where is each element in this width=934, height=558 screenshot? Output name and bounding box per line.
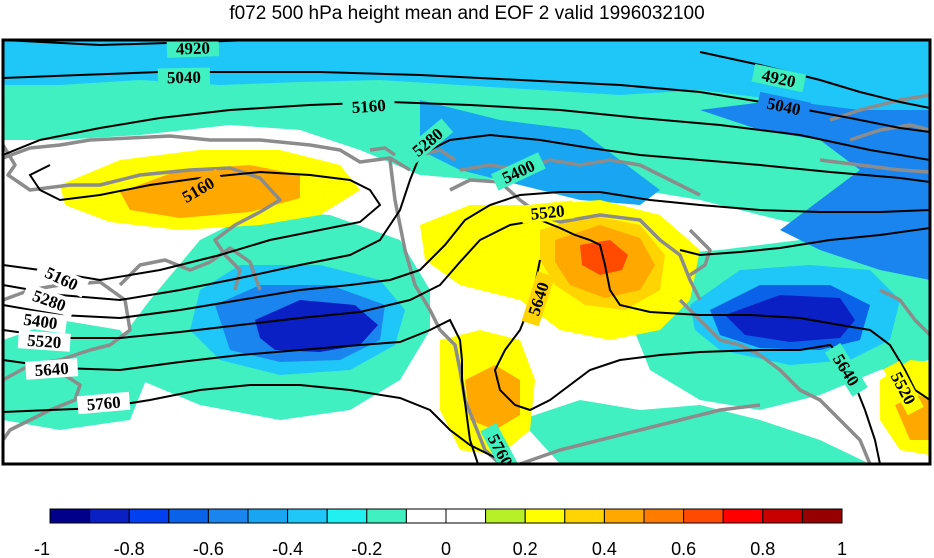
colorbar-swatch xyxy=(366,508,407,524)
colorbar-swatch xyxy=(247,508,289,524)
colorbar-swatch xyxy=(801,508,843,524)
colorbar-tick-label: -0.8 xyxy=(114,539,145,558)
coast-west-america xyxy=(388,159,502,464)
colorbar-tick-label: 0.8 xyxy=(750,539,775,558)
colorbar-swatch xyxy=(485,508,526,524)
map-title: f072 500 hPa height mean and EOF 2 valid… xyxy=(229,3,705,24)
contour-5400 xyxy=(3,191,930,320)
contour-label-5640-west: 5640 xyxy=(34,359,69,380)
colorbar-swatch xyxy=(89,508,130,524)
contour-label-5520-west: 5520 xyxy=(27,331,62,352)
negative-region-south xyxy=(520,400,870,464)
colorbar-swatch xyxy=(564,508,605,524)
colorbar-swatch xyxy=(722,508,764,524)
negative-region-arctic-blue xyxy=(3,40,930,120)
colorbar-tick-label: 1 xyxy=(837,539,847,558)
coast-alaska xyxy=(3,144,282,291)
colorbar-swatch xyxy=(207,508,249,524)
contour-label-5400-west: 5400 xyxy=(22,310,58,334)
colorbar-swatch xyxy=(287,508,328,524)
colorbar-tick-label: -0.2 xyxy=(351,539,382,558)
contour-5520 xyxy=(3,218,930,401)
coast-east-america xyxy=(678,298,872,464)
colorbar-tick-label: 0.6 xyxy=(671,539,696,558)
negative-region-canada-blue xyxy=(420,100,660,205)
colorbar-tick-label: 0.2 xyxy=(513,539,538,558)
coast-arctic-islands xyxy=(459,158,701,197)
colorbar-swatch xyxy=(603,508,645,524)
colorbar-swatch xyxy=(683,508,724,524)
coast-great-lakes xyxy=(688,228,712,277)
colorbar-swatch xyxy=(128,508,170,524)
colorbar-swatch xyxy=(524,508,566,524)
coast-northwest xyxy=(118,246,262,291)
contour-label-5520-central: 5520 xyxy=(530,201,566,223)
map-frame xyxy=(1,38,932,466)
colorbar-swatch xyxy=(326,508,368,524)
colorbar-tick-label: -1 xyxy=(34,539,50,558)
colorbar-tick-label: -0.4 xyxy=(272,539,303,558)
colorbar-swatch xyxy=(445,508,487,524)
coast-newfoundland xyxy=(879,288,930,337)
colorbar-tick-label: 0.4 xyxy=(592,539,617,558)
contour-5160 xyxy=(3,100,930,282)
coast-asia-north xyxy=(3,134,411,172)
contour-label-4920-west: 4920 xyxy=(176,38,211,58)
negative-region-east-min xyxy=(725,295,855,342)
colorbar-tick-label: 0 xyxy=(441,539,451,558)
positive-region-gulf-core xyxy=(465,365,520,430)
coast-gulf xyxy=(519,403,761,464)
colorbar-swatch xyxy=(405,508,447,524)
colorbar-swatch xyxy=(643,508,685,524)
colorbar-swatch xyxy=(168,508,209,524)
contour-label-5760-west: 5760 xyxy=(86,393,122,415)
colorbar-swatch xyxy=(762,508,803,524)
contour-label-5160-north: 5160 xyxy=(351,96,386,117)
contour-label-5040-west: 5040 xyxy=(167,68,201,88)
colorbar-tick-label: -0.6 xyxy=(193,539,224,558)
colorbar: -1 -0.8 -0.6 -0.4 -0.2 0 0.2 0.4 0.6 0.8 1 xyxy=(34,508,847,558)
colorbar-swatch xyxy=(49,508,91,524)
